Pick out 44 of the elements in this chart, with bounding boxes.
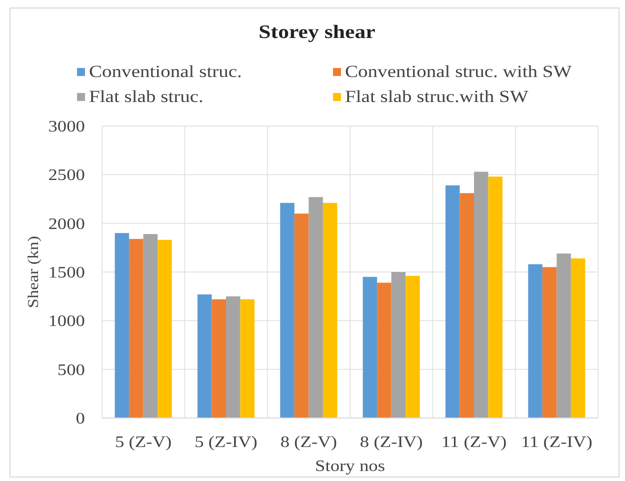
bar: [143, 234, 158, 418]
y-tick-label: 2500: [48, 166, 85, 184]
bar: [528, 264, 542, 418]
x-tick-label: 11 (Z-V): [441, 433, 507, 451]
bar: [570, 258, 586, 418]
legend-label: Flat slab struc.with SW: [345, 87, 530, 106]
bar: [240, 299, 255, 418]
bar: [197, 294, 212, 418]
y-axis-title: Shear (kn): [26, 236, 42, 308]
x-tick-label: 8 (Z-V): [280, 433, 338, 451]
legend-label: Conventional struc. with SW: [345, 62, 572, 81]
x-tick-label: 5 (Z-V): [114, 433, 172, 451]
bar: [474, 172, 488, 418]
y-tick-label: 2000: [48, 214, 85, 233]
bar: [158, 240, 172, 418]
bar: [556, 254, 571, 418]
y-tick-label: 500: [57, 360, 85, 379]
bar: [542, 267, 557, 418]
legend-label: Conventional struc.: [89, 62, 242, 81]
x-tick-label: 5 (Z-IV): [194, 433, 258, 451]
bar: [406, 276, 420, 418]
bar: [377, 282, 392, 418]
bar: [308, 197, 323, 418]
bar: [488, 176, 503, 418]
bar: [460, 193, 474, 418]
bar: [391, 272, 406, 418]
y-tick-label: 1500: [48, 264, 85, 282]
bar: [445, 185, 460, 418]
x-axis-title: Story nos: [314, 457, 386, 475]
bar: [129, 238, 144, 418]
legend-label: Flat slab struc.: [89, 87, 204, 106]
y-tick-label: 1000: [48, 312, 85, 330]
bar: [212, 299, 226, 418]
bar: [226, 296, 240, 418]
bar: [322, 202, 338, 418]
chart-title: Storey shear: [258, 22, 376, 43]
y-tick-label: 3000: [48, 118, 85, 136]
bar: [114, 233, 130, 418]
bar: [362, 276, 378, 418]
y-tick-label: 0: [76, 410, 85, 428]
bar: [280, 202, 294, 418]
bar: [294, 214, 309, 418]
x-tick-label: 11 (Z-IV): [521, 433, 592, 451]
x-tick-label: 8 (Z-IV): [360, 433, 423, 451]
